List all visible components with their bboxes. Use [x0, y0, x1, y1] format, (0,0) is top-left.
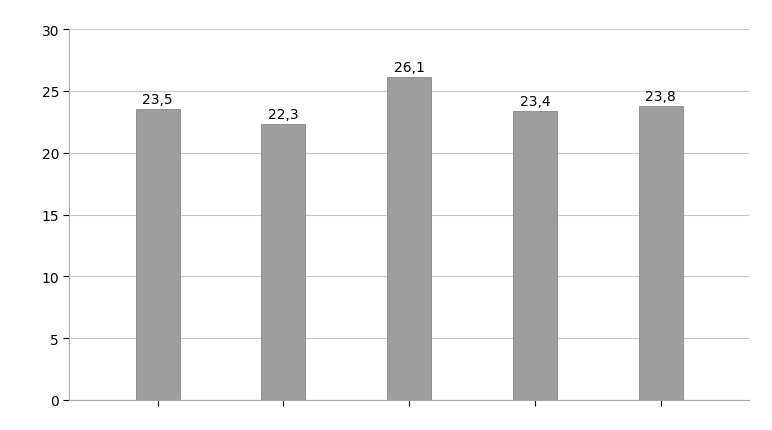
Text: 23,4: 23,4 — [520, 95, 550, 108]
Bar — [513, 111, 557, 400]
Text: 23,8: 23,8 — [645, 89, 676, 104]
Text: 23,5: 23,5 — [142, 93, 173, 107]
Bar — [136, 110, 180, 400]
Bar — [387, 78, 432, 400]
Text: 22,3: 22,3 — [268, 108, 299, 122]
Bar — [262, 125, 306, 400]
Text: 26,1: 26,1 — [394, 61, 425, 75]
Bar — [638, 107, 682, 400]
